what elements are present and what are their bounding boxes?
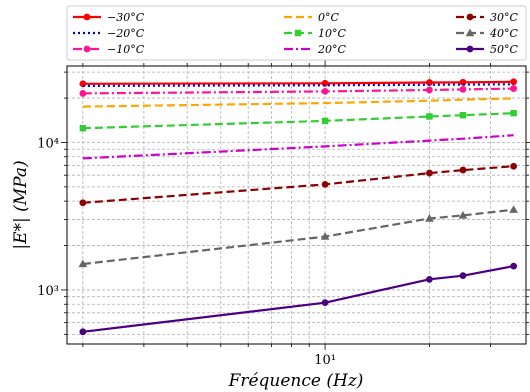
data-point (426, 113, 433, 120)
data-point (510, 78, 518, 86)
series-7 (78, 205, 518, 268)
data-point (509, 205, 518, 213)
series-0 (79, 78, 518, 88)
grid (67, 66, 526, 344)
data-point (321, 87, 329, 95)
series-5 (82, 134, 514, 160)
series-line (82, 112, 514, 130)
legend-label: 50°C (490, 43, 518, 56)
x-axis-label: Fréquence (Hz) (228, 371, 364, 391)
series-2 (79, 85, 518, 97)
data-point (79, 90, 87, 97)
legend-label: 40°C (489, 27, 518, 40)
series-6 (79, 162, 518, 207)
legend-marker (466, 13, 474, 21)
data-point (425, 214, 434, 222)
series-line (82, 97, 514, 108)
series-line (82, 134, 514, 160)
data-point (459, 86, 467, 93)
legend-item: 0°C (284, 11, 339, 24)
data-point (459, 272, 467, 280)
x-tick-label: 10¹ (314, 353, 336, 368)
data-point (321, 180, 329, 188)
legend-marker (83, 13, 91, 21)
data-point (425, 169, 433, 177)
plot-frame (66, 65, 527, 345)
data-point (510, 109, 517, 117)
legend-label: −30°C (107, 11, 145, 24)
series-3 (82, 97, 514, 108)
data-point (79, 328, 87, 336)
legend-item: −10°C (73, 43, 145, 56)
y-axis-label: |E*| (MPa) (11, 160, 31, 249)
legend-marker (466, 45, 474, 53)
legend-marker (294, 29, 302, 37)
legend-item: −20°C (73, 27, 145, 40)
legend-item: 50°C (456, 43, 518, 56)
data-point (425, 86, 433, 94)
y-tick-label: 10⁴ (37, 136, 59, 151)
legend-item: 20°C (284, 43, 346, 56)
legend-label: 10°C (318, 27, 346, 40)
legend-item: 10°C (284, 27, 346, 40)
data-point (510, 85, 518, 92)
series-8 (79, 262, 518, 336)
data-point (459, 166, 467, 174)
data-point (79, 199, 87, 207)
data-point (510, 162, 518, 170)
data-point (458, 210, 468, 219)
data-point (425, 275, 433, 283)
data-point (425, 79, 433, 86)
series-layer (78, 78, 518, 336)
data-point (321, 79, 329, 87)
series-line (82, 165, 514, 204)
legend-marker (465, 28, 475, 37)
legend: −30°C −20°C −10°C 0°C 10°C 20°C 30°C 40°C 50°C (66, 5, 527, 61)
data-point (78, 259, 88, 268)
legend-marker (83, 45, 91, 53)
data-point (321, 117, 329, 125)
series-4 (79, 109, 517, 132)
series-line (82, 83, 514, 87)
series-1 (82, 83, 514, 87)
axis-ticks: 10¹ 10³ 10⁴ (37, 60, 530, 368)
legend-item: 40°C (456, 27, 518, 40)
data-point (459, 112, 467, 119)
legend-label: −10°C (107, 43, 145, 56)
data-point (510, 262, 518, 270)
legend-item: −30°C (73, 11, 145, 24)
data-point (320, 232, 330, 240)
data-point (79, 80, 87, 88)
y-tick-label: 10³ (37, 284, 59, 299)
legend-label: 20°C (317, 43, 346, 56)
legend-label: 30°C (490, 11, 518, 24)
legend-item: 30°C (456, 11, 518, 24)
data-point (321, 299, 329, 307)
legend-label: −20°C (107, 27, 145, 40)
data-point (79, 124, 87, 132)
legend-label: 0°C (318, 11, 339, 24)
